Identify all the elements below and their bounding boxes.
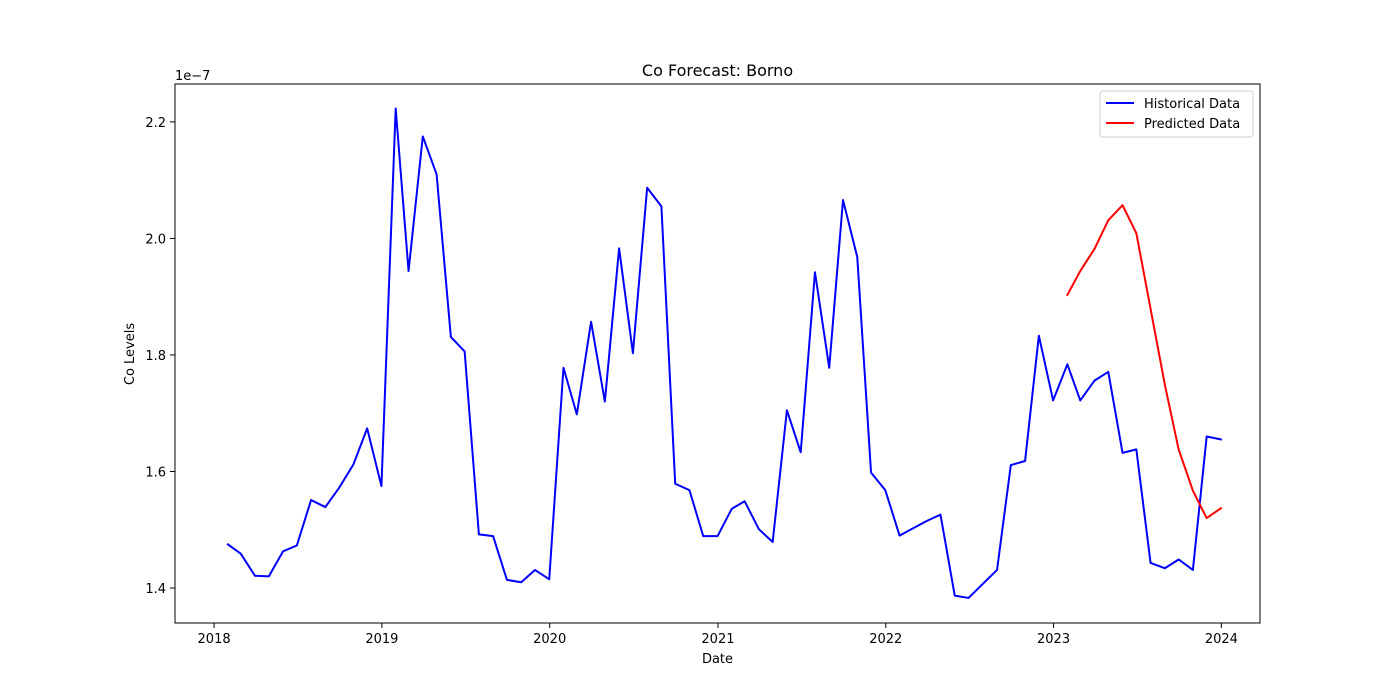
x-axis-label: Date (702, 652, 733, 667)
y-axis-label: Co Levels (123, 323, 138, 385)
x-tick-label: 2018 (198, 632, 231, 647)
legend-label-historical: Historical Data (1144, 97, 1240, 112)
legend-label-predicted: Predicted Data (1144, 117, 1240, 132)
legend: Historical Data Predicted Data (1099, 90, 1254, 138)
chart-title: Co Forecast: Borno (642, 61, 793, 80)
y-tick-label: 1.8 (145, 349, 166, 364)
x-tick-label: 2024 (1205, 632, 1238, 647)
x-tick-label: 2023 (1037, 632, 1070, 647)
x-tick-label: 2021 (701, 632, 734, 647)
x-tick-label: 2019 (365, 632, 398, 647)
y-tick-label: 2.2 (145, 116, 166, 131)
historical-data-line (226, 107, 1223, 599)
series-layer (226, 107, 1223, 599)
y-tick-label: 1.6 (145, 465, 166, 480)
y-tick-label: 2.0 (145, 232, 166, 247)
legend-box (1099, 90, 1254, 138)
x-tick-label: 2022 (869, 632, 902, 647)
predicted-data-line (1066, 204, 1223, 520)
y-tick-label: 1.4 (145, 582, 166, 597)
y-offset-label: 1e−7 (175, 69, 210, 84)
x-axis-ticks: 2018 2019 2020 2021 2022 2023 2024 (198, 623, 1238, 647)
y-axis-ticks: 1.4 1.6 1.8 2.0 2.2 (145, 116, 175, 597)
plot-frame (174, 83, 1261, 624)
x-tick-label: 2020 (533, 632, 566, 647)
